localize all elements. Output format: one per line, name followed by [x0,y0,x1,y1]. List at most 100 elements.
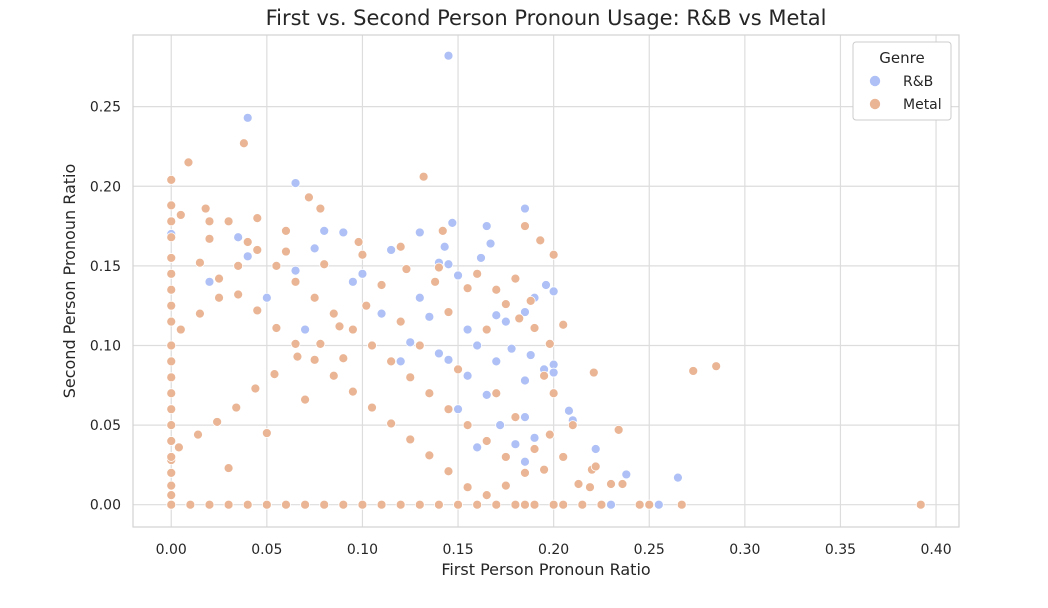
metal-point [319,499,330,510]
metal-point [437,225,448,236]
legend-label-rnb: R&B [903,74,933,90]
metal-point [214,273,224,284]
metal-point [166,356,177,367]
metal-point [166,300,177,311]
metal-point [315,338,326,349]
rnb-point [443,50,454,61]
metal-point [558,499,569,510]
axis-ticks: 0.00 0.05 0.10 0.15 0.20 0.25 0.30 0.35 0.40 0.00… [90,100,952,558]
rnb-point [357,268,368,279]
metal-point [500,452,511,462]
metal-point [915,499,926,510]
x-tick-label: 0.35 [825,542,856,558]
metal-point [290,338,301,349]
metal-point [204,233,215,244]
metal-point [223,216,234,227]
rnb-point [443,259,454,270]
metal-point [166,216,177,227]
rnb-point [290,265,301,276]
metal-point [644,499,655,510]
metal-point [347,324,358,335]
y-tick-label: 0.00 [90,498,121,514]
metal-point [173,442,184,453]
metal-point [386,418,397,429]
metal-point [166,340,177,351]
rnb-point [520,456,530,467]
metal-point [328,370,339,381]
metal-point [231,402,242,413]
metal-point [166,316,177,327]
metal-point [520,467,530,478]
metal-point [166,232,177,243]
metal-point [290,276,301,287]
x-tick-label: 0.25 [634,542,665,558]
metal-point [261,499,272,510]
metal-point [338,353,349,364]
metal-point [481,324,492,335]
metal-point [204,499,215,510]
metal-point [472,268,483,279]
metal-point [588,367,599,378]
metal-point [544,338,555,349]
x-tick-label: 0.20 [538,542,569,558]
metal-point [548,388,559,399]
rnb-point [472,442,483,453]
metal-point [510,273,521,284]
metal-point [252,245,263,255]
metal-point [539,370,549,381]
metal-point [367,402,377,413]
metal-point [281,246,291,257]
rnb-point [414,227,425,238]
metal-point [300,394,310,405]
metal-point [233,260,244,271]
metal-point [200,203,211,214]
metal-point [166,404,177,415]
y-tick-label: 0.10 [90,338,121,354]
metal-point [250,383,261,394]
metal-point [271,323,282,333]
legend-marker-metal [869,98,881,110]
rnb-point [414,292,425,303]
metal-point [453,499,463,510]
x-tick-label: 0.00 [156,542,187,558]
rnb-point [500,316,511,327]
metal-point [418,171,429,182]
metal-point [353,237,364,247]
metal-point [223,499,234,510]
chart-title: First vs. Second Person Pronoun Usage: R… [266,6,827,30]
rnb-point [520,203,530,214]
metal-point [529,323,540,333]
metal-point [590,461,601,472]
metal-point [430,276,441,287]
metal-point [525,296,536,306]
metal-point [405,372,416,383]
metal-point [567,420,578,430]
rnb-point [491,356,502,367]
metal-point [347,386,358,397]
metal-point [539,464,549,475]
metal-point [175,210,186,220]
metal-point [300,499,310,510]
rnb-point [462,370,473,381]
metal-point [214,292,224,303]
x-axis-label: First Person Pronoun Ratio [441,560,650,579]
metal-point [462,420,473,430]
metal-point [252,213,263,224]
rnb-point [424,311,435,322]
metal-point [166,174,177,185]
metal-point [166,467,177,478]
metal-point [334,321,345,332]
metal-point [269,369,280,380]
metal-point [500,480,511,491]
metal-point [261,428,272,438]
metal-point [376,280,387,290]
rnb-point [319,225,330,236]
metal-point [548,499,559,510]
rnb-point [541,280,551,290]
metal-point [443,404,454,415]
metal-point [185,499,196,510]
metal-point [281,499,291,510]
metal-point [596,499,607,510]
rnb-point [529,432,540,443]
metal-point [166,284,177,295]
